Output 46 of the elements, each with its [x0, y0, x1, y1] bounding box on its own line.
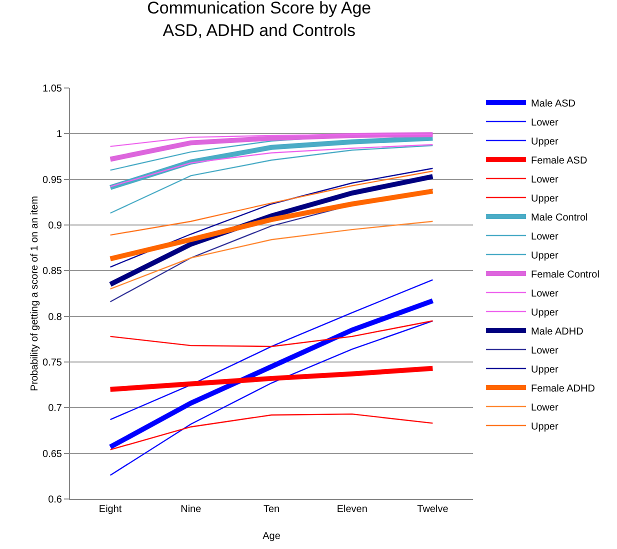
legend-label: Female ASD	[531, 155, 588, 166]
legend-label: Upper	[531, 193, 559, 204]
legend-label: Upper	[531, 364, 559, 376]
y-tick-label: 0.65	[42, 448, 62, 460]
line-series	[110, 134, 434, 148]
x-tick-label: Nine	[180, 504, 202, 515]
line-series	[110, 320, 434, 348]
line-series	[110, 168, 434, 268]
x-tick-label: Ten	[263, 504, 280, 515]
legend-label: Lower	[531, 288, 559, 300]
legend-label: Male ASD	[531, 98, 576, 110]
y-axis-title: Probability of getting a score of 1 on an item	[30, 196, 41, 392]
line-series	[110, 144, 434, 188]
y-tick-label: 1.05	[42, 84, 62, 94]
y-tick-label: 0.9	[48, 220, 62, 232]
legend-label: Upper	[531, 307, 559, 318]
y-tick-label: 0.75	[42, 358, 62, 368]
legend-label: Female ADHD	[531, 383, 595, 394]
legend-label: Lower	[531, 402, 559, 414]
line-series	[110, 320, 434, 476]
y-tick-label: 0.8	[48, 312, 62, 323]
legend-label: Upper	[531, 250, 559, 262]
line-series	[110, 220, 434, 290]
legend-label: Male ADHD	[531, 326, 584, 338]
y-tick-label: 0.95	[42, 174, 62, 186]
line-series	[110, 170, 434, 236]
y-tick-label: 0.7	[48, 403, 62, 414]
line-series	[110, 144, 434, 214]
legend-label: Upper	[531, 136, 559, 148]
x-tick-label: Eight	[98, 504, 122, 515]
y-tick-label: 1	[56, 129, 62, 140]
legend-label: Lower	[531, 345, 559, 356]
line-series	[110, 279, 434, 420]
y-tick-label: 0.6	[48, 494, 62, 506]
legend-label: Lower	[531, 231, 559, 242]
x-tick-label: Twelve	[417, 504, 449, 515]
legend-label: Lower	[531, 174, 559, 186]
y-tick-label: 0.85	[42, 266, 62, 278]
chart-title: Communication Score by Age ASD, ADHD and Controls	[147, 0, 372, 40]
legend-label: Upper	[531, 421, 559, 432]
legend-label: Female Control	[531, 269, 600, 280]
line-series	[110, 413, 434, 450]
legend-label: Male Control	[531, 212, 588, 224]
x-tick-label: Eleven	[336, 504, 368, 515]
x-axis-title: Age	[262, 531, 281, 542]
legend-label: Lower	[531, 117, 559, 128]
